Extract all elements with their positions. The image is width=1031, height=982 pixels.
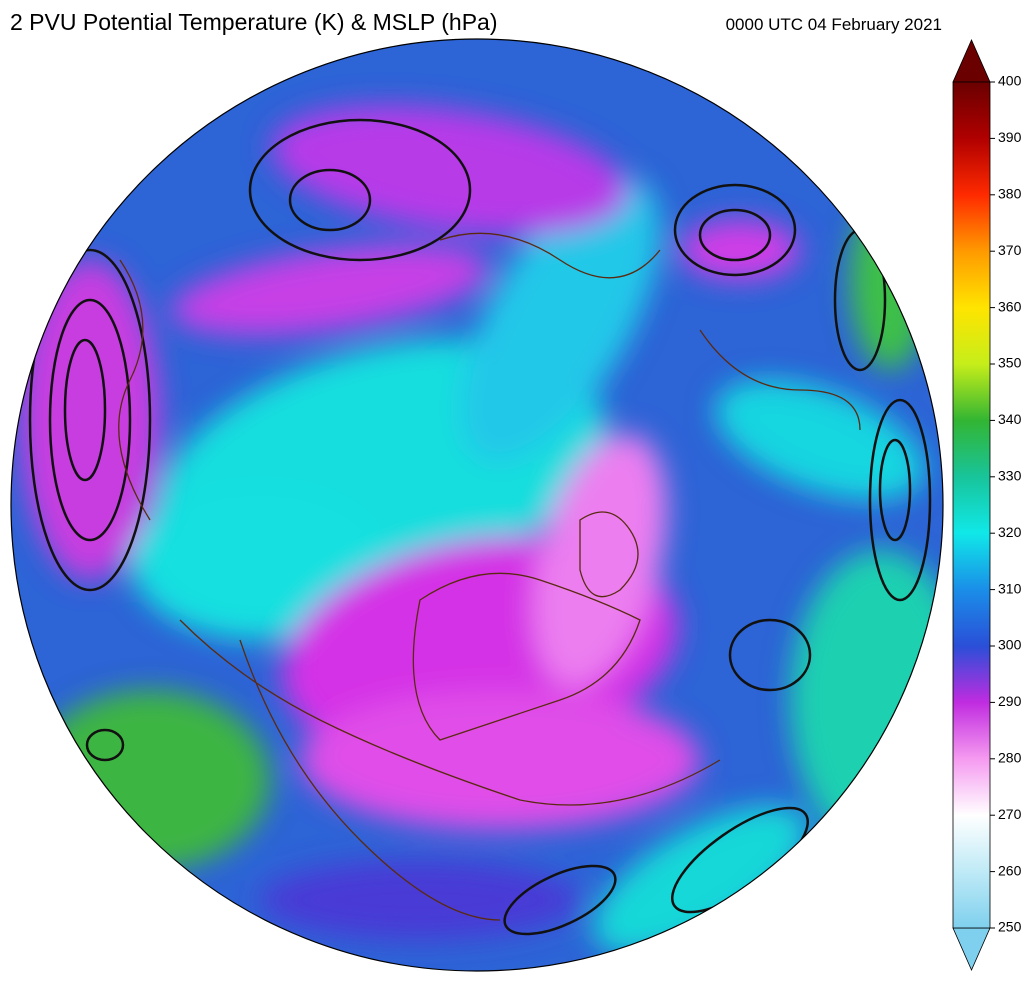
colorbar-tick-label: 370 bbox=[998, 242, 1022, 258]
colorbar-tick-label: 250 bbox=[998, 919, 1022, 935]
colorbar-extend-low bbox=[952, 927, 991, 971]
colorbar-tick-label: 340 bbox=[998, 411, 1022, 427]
colorbar-body bbox=[952, 81, 991, 929]
colorbar-extend-high bbox=[952, 39, 991, 83]
colorbar-tick-label: 390 bbox=[998, 129, 1022, 145]
colorbar-tick-label: 270 bbox=[998, 806, 1022, 822]
colorbar-tick-label: 350 bbox=[998, 355, 1022, 371]
colorbar-tick-label: 360 bbox=[998, 298, 1022, 314]
colorbar-tick-label: 300 bbox=[998, 637, 1022, 653]
map-field bbox=[11, 39, 943, 971]
colorbar-tick-label: 380 bbox=[998, 186, 1022, 202]
valid-time: 0000 UTC 04 February 2021 bbox=[726, 15, 942, 34]
colorbar-tick-label: 320 bbox=[998, 524, 1022, 540]
map-title: 2 PVU Potential Temperature (K) & MSLP (… bbox=[10, 9, 497, 35]
map-boundary bbox=[10, 38, 944, 972]
colorbar-tick-label: 330 bbox=[998, 468, 1022, 484]
colorbar-tick-label: 280 bbox=[998, 750, 1022, 766]
colorbar-tick-label: 310 bbox=[998, 580, 1022, 596]
colorbar: 250 260 270 280 290 300 310 320 330 340 350 360 370 3… bbox=[952, 39, 1022, 971]
colorbar-tick-label: 260 bbox=[998, 862, 1022, 878]
colorbar-tick-label: 290 bbox=[998, 693, 1022, 709]
colorbar-tick-label: 400 bbox=[998, 73, 1022, 89]
